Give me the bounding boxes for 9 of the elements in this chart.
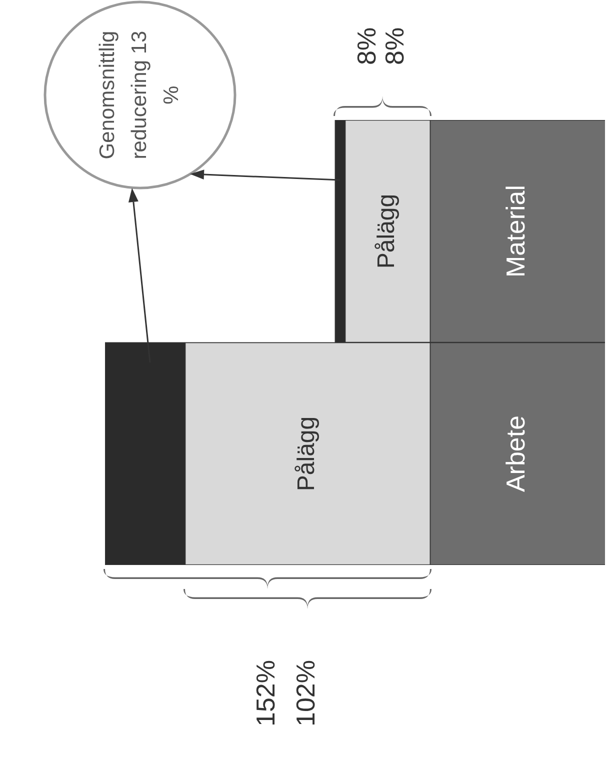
text: Pålägg [293, 416, 320, 492]
text: 152% [250, 660, 281, 726]
text: 8% [352, 27, 382, 65]
series-label: Pålägg [373, 194, 400, 269]
y-tick-label: Material [500, 185, 531, 278]
annotation: Genomsnittlig reducering 13 % [96, 30, 183, 160]
text: 102% [290, 660, 321, 726]
y-tick-label: Arbete [500, 415, 531, 492]
text: 8% [380, 27, 410, 65]
